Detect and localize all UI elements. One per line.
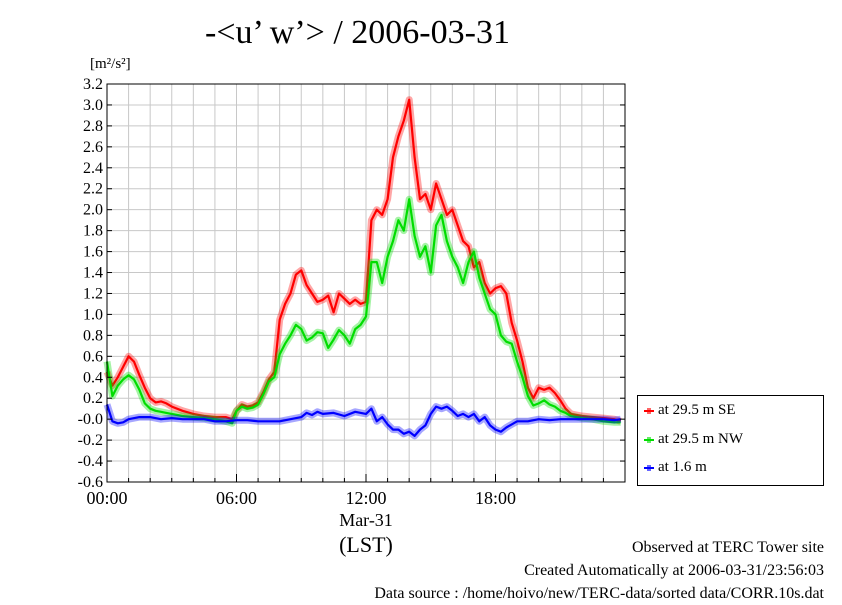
y-tick-labels: 3.2 3.0 2.8 2.6 2.4 2.2 2.0 1.8 1.6 1.4 1.2 1.0 0.8 0… [78,76,625,491]
y-tick-label: 2.2 [83,181,103,198]
x-tick-label: 00:00 [86,488,127,508]
series-band-0 [103,96,622,425]
legend-item-nw: at 29.5 m NW [644,431,743,449]
legend-item-se: at 29.5 m SE [644,402,736,420]
y-tick-label: -0.4 [78,453,103,470]
y-axis-unit-label: [m²/s²] [90,56,131,72]
y-tick-label: 1.8 [83,223,103,240]
legend-label-nw: at 29.5 m NW [658,431,743,447]
y-tick-label: -0.6 [78,474,103,491]
legend: at 29.5 m SE at 29.5 m NW at 1.6 m [637,395,824,486]
legend-swatch-nw [644,436,654,443]
y-tick-label: 0.2 [83,390,103,407]
legend-swatch-1-6m [644,464,654,471]
footer-site: Observed at TERC Tower site [631,539,824,556]
y-tick-label: 3.2 [83,76,103,93]
y-tick-label: 0.4 [83,369,103,386]
y-tick-label: 3.0 [83,97,103,114]
x-tick-label: 06:00 [216,488,257,508]
y-tick-label: 2.8 [83,118,103,135]
legend-item-1-6m: at 1.6 m [644,459,707,477]
y-tick-label: 1.6 [83,244,103,261]
y-tick-label: 1.4 [83,265,103,282]
x-tick-labels: 00:00 06:00 12:00 18:00 [86,488,516,508]
y-tick-label: 2.4 [83,160,103,177]
y-tick-label: 2.6 [83,139,103,156]
series-line-2 [105,404,621,437]
series-line-0 [105,98,622,423]
y-tick-label: 1.2 [83,285,103,302]
footer-source: Data source : /home/hoivo/new/TERC-data/… [374,585,824,602]
x-axis-date-label: Mar-31 [339,510,393,530]
series-line-1 [105,198,621,425]
y-tick-label: -0.0 [78,411,103,428]
y-tick-label: 0.8 [83,327,103,344]
series-layer [103,96,622,440]
footer-created: Created Automatically at 2006-03-31/23:5… [524,562,824,579]
y-tick-label: 0.6 [83,348,103,365]
legend-swatch-se [644,407,654,414]
y-tick-label: -0.2 [78,432,103,449]
y-tick-label: 2.0 [83,202,103,219]
plot-frame [106,83,626,483]
legend-label-se: at 29.5 m SE [658,402,736,418]
x-axis-timezone-label: (LST) [339,532,393,557]
x-tick-label: 12:00 [345,488,386,508]
y-tick-label: 1.0 [83,306,103,323]
legend-label-1-6m: at 1.6 m [658,459,707,475]
x-tick-label: 18:00 [475,488,516,508]
